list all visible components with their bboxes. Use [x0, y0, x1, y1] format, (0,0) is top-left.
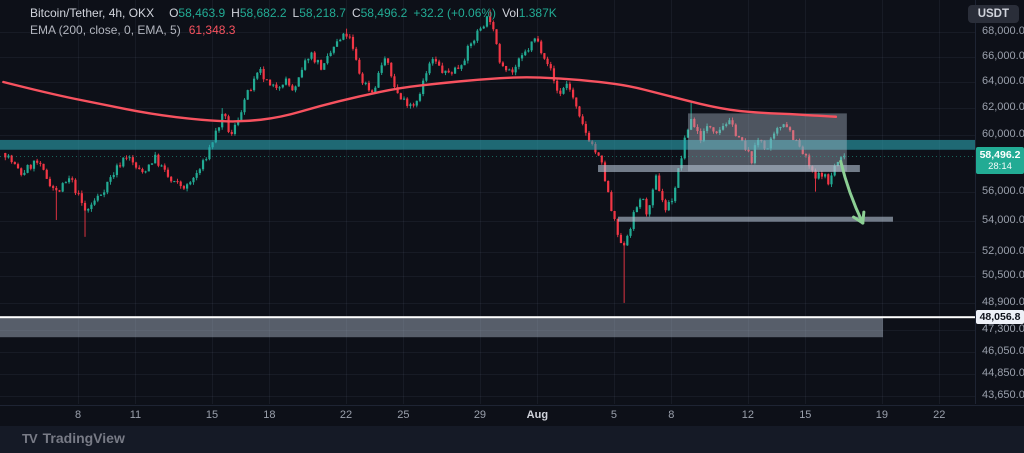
time-tick-label: 22 [933, 409, 946, 421]
price-tick-label: 47,300.0 [982, 323, 1024, 336]
time-axis[interactable]: 8 11 15 18 22 25 29 Aug 5 8 12 15 19 22 [0, 405, 1024, 426]
time-tick-label: 15 [799, 409, 812, 421]
volume-label: Vol [502, 6, 519, 20]
price-level-tag: 48,056.8 [976, 310, 1024, 325]
time-tick-label: 8 [74, 409, 82, 421]
last-price-tag: 58,496.2 28:14 [976, 146, 1024, 174]
high-label: H [231, 6, 240, 20]
low-value: 58,218.7 [299, 6, 346, 20]
time-tick-label: 15 [205, 409, 219, 421]
open-value: 58,463.9 [178, 6, 226, 20]
price-tick-label: 46,050.0 [982, 345, 1024, 358]
price-tick-label: 68,000.0 [982, 25, 1024, 38]
low-label: L [292, 6, 300, 20]
time-tick-label: 18 [263, 409, 276, 421]
close-value: 58,496.2 [360, 6, 408, 20]
time-tick-label: Aug [526, 409, 549, 421]
ohlc-low: L58,218.7 [293, 6, 346, 20]
candlestick-chart[interactable] [0, 0, 975, 404]
open-label: O [169, 6, 179, 20]
usdt-currency-button[interactable]: USDT [967, 5, 1019, 23]
time-tick-label: 19 [875, 409, 888, 421]
price-tick-label: 48,900.0 [982, 295, 1024, 308]
time-tick-label: 22 [339, 409, 353, 421]
price-tick-label: 54,000.0 [982, 214, 1024, 227]
symbol-title: Bitcoin/Tether, 4h, OKX [30, 6, 155, 20]
ema-value: 61,348.3 [188, 23, 236, 37]
price-axis[interactable]: 68,000.0 66,000.0 64,000.0 62,000.0 60,000.0… [975, 0, 1024, 404]
price-tick-label: 64,000.0 [982, 75, 1024, 88]
price-tick-label: 44,850.0 [982, 366, 1024, 379]
time-tick-label: 29 [473, 409, 487, 421]
price-tick-label: 56,000.0 [982, 184, 1024, 197]
time-tick-label: 25 [397, 409, 410, 421]
time-tick-label: 12 [741, 409, 755, 421]
close-label: C [351, 6, 361, 20]
ohlc-close: C58,496.2 [352, 6, 407, 20]
price-tick-label: 66,000.0 [982, 49, 1024, 62]
tradingview-logo-icon: TV [22, 430, 38, 446]
footer-bar: TV TradingView [0, 426, 1024, 453]
time-tick-label: 8 [668, 409, 675, 421]
price-tick-label: 43,650.0 [982, 389, 1024, 402]
chart-legend: Bitcoin/Tether, 4h, OKX O58,463.9 H58,682.… [30, 5, 557, 39]
indicator-legend-row[interactable]: EMA (200, close, 0, EMA, 5) 61,348.3 [30, 22, 557, 39]
symbol-legend-row[interactable]: Bitcoin/Tether, 4h, OKX O58,463.9 H58,682.… [30, 5, 557, 22]
volume-value: 1.387K [518, 6, 557, 20]
volume: Vol1.387K [502, 6, 557, 20]
ohlc-open: O58,463.9 [169, 6, 225, 20]
change-value: +32.2 (+0.06%) [413, 6, 497, 20]
bar-countdown: 28:14 [988, 160, 1012, 172]
price-tick-label: 50,500.0 [982, 269, 1024, 282]
price-tick-label: 60,000.0 [982, 128, 1024, 140]
price-tick-label: 62,000.0 [982, 101, 1024, 114]
brand-name: TradingView [42, 430, 125, 446]
ema-indicator-label: EMA (200, close, 0, EMA, 5) [30, 23, 181, 37]
tradingview-logo[interactable]: TV TradingView [22, 430, 125, 446]
high-value: 58,682.2 [239, 6, 287, 20]
price-tick-label: 52,000.0 [982, 245, 1024, 258]
time-tick-label: 11 [129, 409, 142, 421]
last-price-value: 58,496.2 [979, 148, 1021, 161]
ohlc-high: H58,682.2 [231, 6, 286, 20]
time-tick-label: 5 [610, 409, 617, 421]
